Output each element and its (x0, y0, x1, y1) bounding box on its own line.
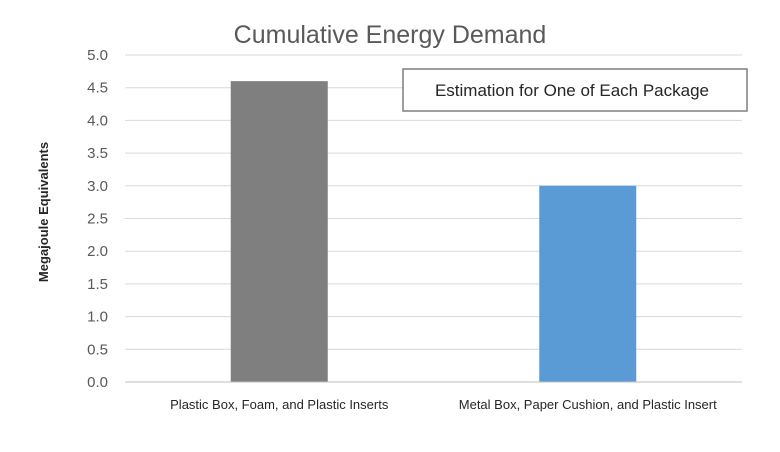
y-tick-label: 1.0 (87, 309, 108, 326)
y-tick-label: 0.0 (87, 374, 108, 391)
bar-2 (539, 185, 637, 382)
y-tick-label: 2.5 (87, 211, 108, 228)
y-tick-label: 2.0 (87, 243, 108, 260)
y-tick-label: 4.5 (87, 80, 108, 97)
annotation-border (402, 68, 748, 112)
y-axis-ticks: 0.0 0.5 1.0 1.5 2.0 2.5 3.0 3.5 4.0 4.5 5.0 (87, 47, 108, 391)
y-tick-label: 1.5 (87, 276, 108, 293)
bar-1 (230, 81, 328, 382)
x-axis-categories: Plastic Box, Foam, and Plastic Inserts Me… (170, 397, 717, 412)
annotation-box: Estimation for One of Each Package (402, 68, 748, 112)
bars (230, 81, 637, 382)
y-tick-label: 5.0 (87, 47, 108, 64)
category-label: Metal Box, Paper Cushion, and Plastic In… (459, 397, 717, 412)
chart-title: Cumulative Energy Demand (234, 21, 547, 49)
annotation-text: Estimation for One of Each Package (435, 81, 709, 100)
category-label: Plastic Box, Foam, and Plastic Inserts (170, 397, 389, 412)
y-tick-label: 0.5 (87, 341, 108, 358)
y-tick-label: 4.0 (87, 112, 108, 129)
y-tick-label: 3.0 (87, 178, 108, 195)
y-tick-label: 3.5 (87, 145, 108, 162)
y-axis-label: Megajoule Equivalents (36, 142, 51, 282)
